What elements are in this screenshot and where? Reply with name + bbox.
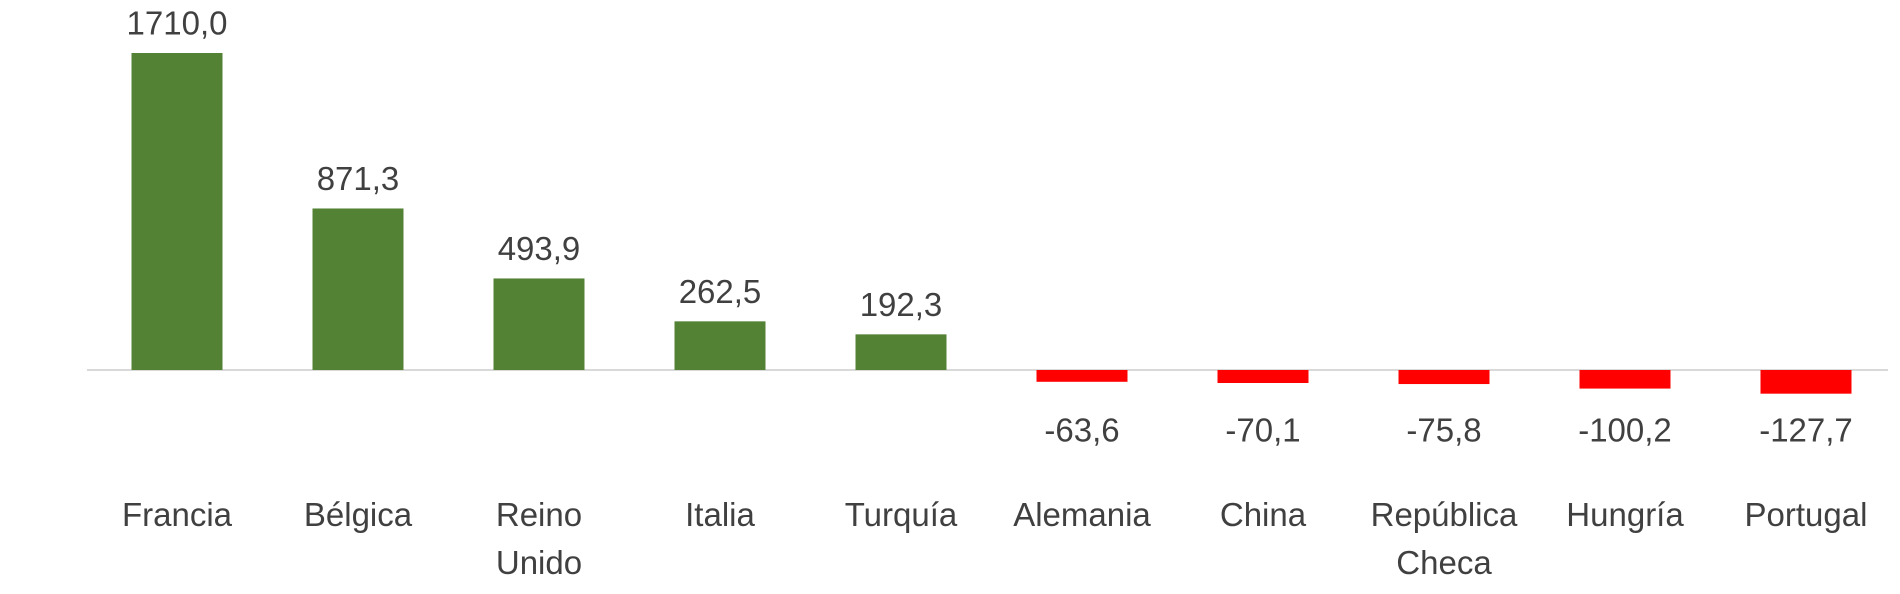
bar [1760,370,1852,394]
bar [1579,370,1671,389]
value-label: -100,2 [1578,412,1672,449]
x-tick-label: República Checa [1370,496,1518,581]
value-label: 493,9 [498,230,581,267]
x-tick-label: China [1219,496,1307,533]
bar [674,321,766,370]
value-label: -63,6 [1044,412,1119,449]
bar [493,278,585,370]
bar [1036,370,1128,382]
value-label: 871,3 [317,160,400,197]
x-tick-label: Bélgica [303,496,413,533]
x-tick-label: Francia [121,496,233,533]
x-tick-label: Portugal [1744,496,1868,533]
x-tick-label: Hungría [1566,496,1684,533]
value-label: -127,7 [1759,412,1853,449]
bar [131,53,223,370]
value-label: -75,8 [1406,412,1481,449]
value-label: 262,5 [679,273,762,310]
bar [1217,370,1309,383]
value-label: -70,1 [1225,412,1300,449]
x-tick-label: Italia [685,496,755,533]
bar [855,334,947,370]
value-label: 192,3 [860,286,943,323]
value-label: 1710,0 [127,5,228,42]
bar [312,208,404,370]
x-tick-label: Alemania [1013,496,1151,533]
x-tick-label: Turquía [844,496,958,533]
bar [1398,370,1490,385]
x-tick-label: Reino Unido [495,496,583,581]
